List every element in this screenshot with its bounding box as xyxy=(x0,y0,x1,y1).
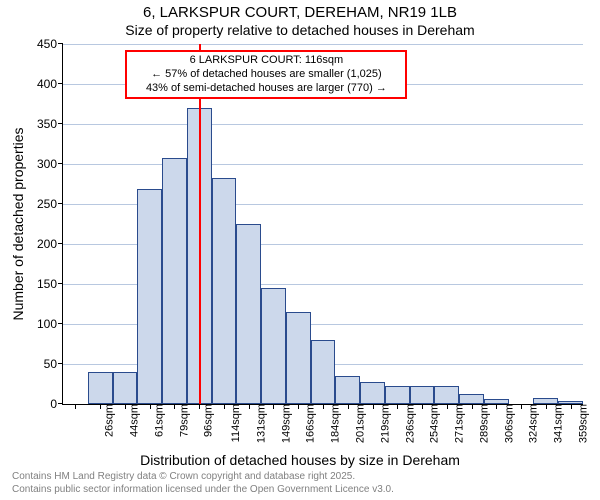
x-tick-mark xyxy=(100,404,101,409)
y-tick-mark xyxy=(58,123,63,124)
x-tick-mark xyxy=(199,404,200,409)
gridline xyxy=(63,44,583,45)
histogram-bar xyxy=(434,386,459,404)
x-tick-mark xyxy=(298,404,299,409)
x-tick-label: 306sqm xyxy=(497,404,515,443)
x-tick-mark xyxy=(323,404,324,409)
y-tick-label: 150 xyxy=(37,277,63,291)
y-axis-label: Number of detached properties xyxy=(10,128,26,321)
y-tick-label: 300 xyxy=(37,157,63,171)
x-tick-label: 236sqm xyxy=(398,404,416,443)
plot-area: 05010015020025030035040045026sqm44sqm61s… xyxy=(62,44,583,405)
y-tick-label: 100 xyxy=(37,317,63,331)
x-tick-label: 131sqm xyxy=(250,404,268,443)
gridline xyxy=(63,164,583,165)
y-tick-mark xyxy=(58,363,63,364)
y-tick-label: 250 xyxy=(37,197,63,211)
chart-title-line2: Size of property relative to detached ho… xyxy=(0,22,600,38)
y-tick-label: 450 xyxy=(37,37,63,51)
histogram-bar xyxy=(236,224,261,404)
annotation-line: ← 57% of detached houses are smaller (1,… xyxy=(131,68,401,82)
histogram-bar xyxy=(459,394,484,404)
y-tick-label: 50 xyxy=(44,357,63,371)
x-tick-label: 184sqm xyxy=(324,404,342,443)
x-tick-mark xyxy=(422,404,423,409)
x-tick-mark xyxy=(249,404,250,409)
x-tick-label: 359sqm xyxy=(571,404,589,443)
x-tick-label: 201sqm xyxy=(349,404,367,443)
y-tick-mark xyxy=(58,323,63,324)
histogram-bar xyxy=(410,386,435,404)
x-tick-label: 289sqm xyxy=(472,404,490,443)
histogram-bar xyxy=(88,372,113,404)
y-tick-label: 200 xyxy=(37,237,63,251)
y-tick-label: 350 xyxy=(37,117,63,131)
y-tick-mark xyxy=(58,283,63,284)
attribution-line: Contains public sector information licen… xyxy=(12,484,600,497)
y-tick-mark xyxy=(58,83,63,84)
x-tick-mark xyxy=(397,404,398,409)
x-tick-mark xyxy=(472,404,473,409)
gridline xyxy=(63,124,583,125)
x-tick-mark xyxy=(224,404,225,409)
x-tick-mark xyxy=(571,404,572,409)
annotation-box: 6 LARKSPUR COURT: 116sqm← 57% of detache… xyxy=(125,50,407,99)
y-tick-mark xyxy=(58,403,63,404)
histogram-bar xyxy=(360,382,385,404)
y-tick-label: 0 xyxy=(50,397,63,411)
x-tick-mark xyxy=(125,404,126,409)
x-tick-mark xyxy=(174,404,175,409)
x-tick-mark xyxy=(150,404,151,409)
x-tick-label: 166sqm xyxy=(299,404,317,443)
x-tick-mark xyxy=(373,404,374,409)
histogram-bar xyxy=(137,189,162,404)
histogram-bar xyxy=(113,372,138,404)
y-tick-mark xyxy=(58,203,63,204)
x-tick-mark xyxy=(546,404,547,409)
y-tick-label: 400 xyxy=(37,77,63,91)
attribution-line: Contains HM Land Registry data © Crown c… xyxy=(12,471,600,484)
x-tick-label: 149sqm xyxy=(274,404,292,443)
x-tick-label: 271sqm xyxy=(448,404,466,443)
y-tick-mark xyxy=(58,43,63,44)
x-tick-label: 114sqm xyxy=(224,404,242,442)
histogram-bar xyxy=(335,376,360,404)
histogram-bar xyxy=(286,312,311,404)
attribution-text: Contains HM Land Registry data © Crown c… xyxy=(0,471,600,496)
x-tick-label: 324sqm xyxy=(522,404,540,443)
annotation-line: 43% of semi-detached houses are larger (… xyxy=(131,82,401,96)
y-tick-mark xyxy=(58,243,63,244)
y-tick-mark xyxy=(58,163,63,164)
x-tick-mark xyxy=(348,404,349,409)
histogram-bar xyxy=(162,158,187,404)
x-tick-label: 341sqm xyxy=(547,404,565,443)
x-tick-label: 254sqm xyxy=(423,404,441,443)
histogram-bar xyxy=(311,340,336,404)
x-tick-label: 376sqm xyxy=(596,404,600,443)
x-tick-mark xyxy=(521,404,522,409)
x-tick-mark xyxy=(447,404,448,409)
x-tick-mark xyxy=(75,404,76,409)
x-axis-label: Distribution of detached houses by size … xyxy=(0,452,600,468)
histogram-bar xyxy=(261,288,286,404)
annotation-line: 6 LARKSPUR COURT: 116sqm xyxy=(131,54,401,68)
chart-title-line1: 6, LARKSPUR COURT, DEREHAM, NR19 1LB xyxy=(0,4,600,21)
x-tick-mark xyxy=(496,404,497,409)
x-tick-label: 219sqm xyxy=(373,404,391,443)
histogram-bar xyxy=(385,386,410,404)
x-tick-mark xyxy=(273,404,274,409)
histogram-bar xyxy=(212,178,237,404)
